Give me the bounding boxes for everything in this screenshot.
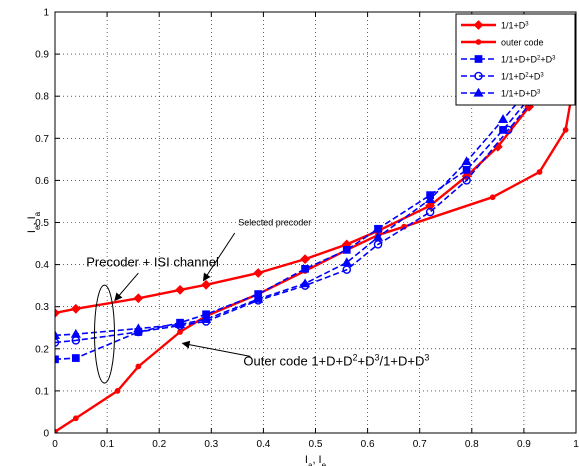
data-series: [55, 21, 576, 433]
y-tick-label: 0.1: [35, 386, 49, 397]
data-point: [499, 126, 507, 134]
axis-ticks: 0 0.1 0.2 0.3 0.4 0.5 0.6 0.7 0.8 0.9 1 0 0.1 0.2 0.3 0…: [35, 8, 579, 451]
legend-swatch-marker: [474, 71, 483, 81]
data-point: [372, 232, 384, 241]
legend-label: outer code: [501, 38, 544, 48]
data-point: [70, 303, 81, 314]
x-tick-label: 0.3: [204, 439, 218, 450]
y-tick-label: 0.5: [35, 218, 49, 229]
annotation-arrow: [181, 340, 251, 357]
y-tick-label: 1: [43, 8, 49, 19]
annotations: Selected precoder Precoder + ISI channel O…: [86, 218, 429, 384]
data-point: [55, 428, 58, 433]
legend-label: 1/1+D2+D3: [501, 72, 544, 82]
x-tick-label: 0.6: [361, 439, 375, 450]
legend-label: 1/1+D+D2+D3: [501, 55, 556, 65]
y-axis-label: Ie, Ia: [26, 211, 42, 233]
plot-frame: [54, 11, 577, 434]
legend-item: outer code: [461, 38, 544, 48]
series-1: [55, 101, 535, 318]
y-tick-label: 0.3: [35, 302, 49, 313]
data-point: [253, 293, 264, 303]
data-point: [462, 176, 471, 185]
legend-item: 1/1+D2+D3: [461, 72, 544, 82]
data-point: [342, 246, 351, 254]
legend-swatch-marker: [473, 20, 484, 30]
legend-item: 1/1+D3: [461, 20, 529, 31]
data-point: [425, 200, 436, 211]
annotation-arrow: [202, 232, 236, 282]
data-point: [489, 194, 496, 201]
data-point: [253, 268, 264, 278]
data-point: [55, 330, 61, 339]
annotation-precoder-isi: Precoder + ISI channel: [86, 254, 219, 269]
data-point: [70, 328, 81, 338]
y-tick-label: 0.4: [35, 260, 49, 271]
data-point: [201, 279, 211, 290]
data-point: [301, 264, 309, 273]
series-line: [55, 78, 551, 344]
legend-swatch-marker: [474, 55, 483, 63]
x-tick-label: 0.8: [465, 439, 479, 450]
legend: 1/1+D3 outer code 1/1+D+D2+D3 1/1+D2+D3 1/1+…: [455, 13, 576, 106]
data-point: [562, 126, 569, 133]
annotation-arrow: [114, 272, 139, 302]
data-point: [503, 125, 513, 135]
x-tick-label: 0.7: [413, 439, 427, 450]
data-point: [425, 194, 436, 203]
y-tick-label: 0.9: [35, 50, 49, 61]
data-point: [300, 254, 310, 265]
data-point: [497, 114, 509, 124]
x-tick-label: 0.1: [100, 439, 114, 450]
legend-swatch-marker: [473, 87, 484, 97]
data-point: [536, 169, 543, 175]
data-point: [177, 329, 183, 335]
legend-item: 1/1+D+D2+D3: [461, 55, 556, 65]
data-point: [133, 293, 144, 304]
annotation-selected-precoder: Selected precoder: [238, 218, 311, 228]
data-point: [114, 388, 121, 394]
series-5: [55, 65, 550, 339]
data-point: [425, 207, 435, 217]
x-tick-label: 0.4: [256, 439, 270, 450]
axis-labels: Ia, Ie Ie, Ia: [26, 211, 327, 466]
data-point: [461, 156, 472, 166]
y-tick-label: 0: [43, 429, 49, 440]
x-tick-label: 0.9: [517, 439, 531, 450]
legend-label: 1/1+D+D3: [501, 89, 541, 99]
y-tick-label: 0.6: [35, 176, 49, 187]
data-point: [175, 284, 185, 295]
data-point: [135, 363, 142, 370]
annotation-outer-code: Outer code 1+D+D2+D3/1+D+D3: [243, 353, 429, 369]
x-tick-label: 1: [573, 439, 579, 450]
data-point: [55, 355, 59, 364]
legend-item: 1/1+D+D3: [461, 87, 541, 99]
data-point: [374, 224, 382, 233]
data-point: [133, 323, 144, 333]
legend-label: 1/1+D3: [501, 21, 529, 31]
y-tick-label: 0.7: [35, 134, 49, 145]
y-tick-label: 0.8: [35, 92, 49, 103]
x-tick-label: 0: [52, 439, 58, 450]
annotation-ellipse: [93, 284, 115, 384]
series-4: [55, 75, 555, 347]
data-point: [201, 314, 212, 323]
data-point: [71, 354, 80, 362]
x-axis-label: Ia, Ie: [305, 454, 327, 466]
legend-swatch-marker: [475, 39, 482, 45]
x-tick-label: 0.5: [309, 439, 323, 450]
data-point: [72, 415, 79, 422]
data-point: [55, 308, 60, 318]
data-point: [462, 166, 471, 174]
y-tick-label: 0.2: [35, 344, 49, 355]
data-point: [174, 319, 186, 329]
data-point: [300, 278, 311, 288]
data-point: [341, 257, 352, 267]
x-tick-label: 0.2: [152, 439, 166, 450]
